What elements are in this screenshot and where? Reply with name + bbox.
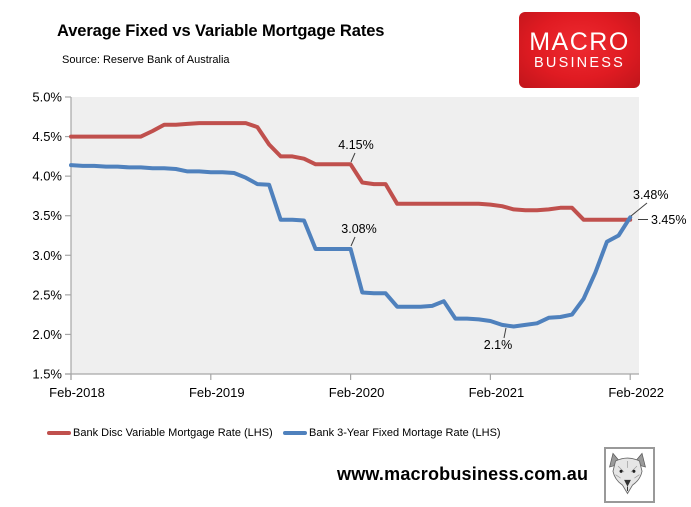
annotation-leader: [350, 152, 356, 163]
annotation-label: 3.48%: [633, 188, 668, 202]
fixed-rate-legend-label: Bank 3-Year Fixed Mortage Rate (LHS): [309, 427, 501, 439]
annotation-label: 4.15%: [338, 138, 373, 152]
x-tick-label: Feb-2021: [469, 385, 525, 400]
variable-rate-legend-label: Bank Disc Variable Mortgage Rate (LHS): [73, 427, 273, 439]
page-title: Average Fixed vs Variable Mortgage Rates: [57, 22, 385, 40]
y-tick-label: 5.0%: [32, 90, 62, 105]
x-tick-label: Feb-2020: [329, 385, 385, 400]
source-note: Source: Reserve Bank of Australia: [62, 54, 230, 66]
annotation-label: 3.08%: [341, 222, 376, 236]
y-tick-label: 1.5%: [32, 367, 62, 382]
y-tick-label: 4.5%: [32, 129, 62, 144]
y-tick-label: 3.5%: [32, 208, 62, 223]
annotation-label: 3.45%: [651, 213, 686, 227]
y-tick-label: 4.0%: [32, 169, 62, 184]
annotation-leader: [503, 327, 507, 339]
wolf-icon: [609, 452, 646, 495]
x-tick-label: Feb-2018: [49, 385, 105, 400]
legend-item-fixed: Bank 3-Year Fixed Mortage Rate (LHS): [283, 427, 501, 439]
annotation-leader: [630, 202, 648, 217]
website-url: www.macrobusiness.com.au: [337, 464, 589, 484]
fixed-rate-line: [69, 163, 633, 329]
macrobusiness-logo: MACRO BUSINESS: [519, 12, 640, 88]
legend-item-variable: Bank Disc Variable Mortgage Rate (LHS): [47, 427, 273, 439]
plot-area: [71, 97, 639, 374]
variable-rate-line: [69, 121, 633, 222]
logo-text-macro: MACRO: [529, 27, 630, 56]
variable-rate-legend-swatch: [47, 430, 71, 436]
y-tick-label: 2.0%: [32, 327, 62, 342]
y-tick-label: 3.0%: [32, 248, 62, 263]
annotation-label: 2.1%: [484, 338, 513, 352]
x-tick-label: Feb-2019: [189, 385, 245, 400]
x-tick-label: Feb-2022: [608, 385, 664, 400]
y-tick-label: 2.5%: [32, 287, 62, 302]
logo-text-business: BUSINESS: [534, 54, 625, 71]
fixed-rate-legend-swatch: [283, 430, 307, 436]
wolf-logo-box: [604, 447, 655, 503]
annotation-leader: [350, 236, 356, 247]
